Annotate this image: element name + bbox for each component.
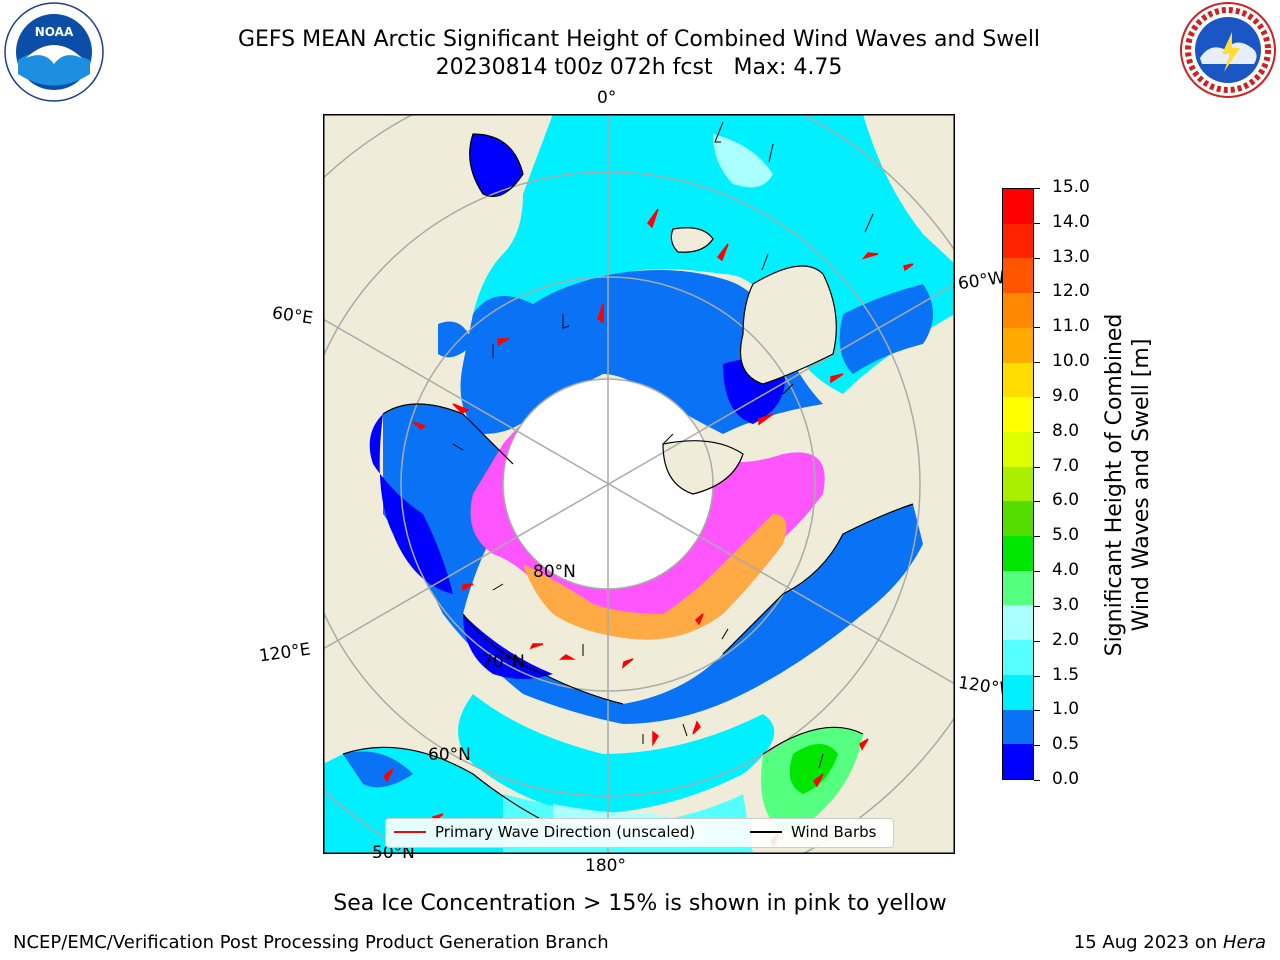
colorbar-tick-mark — [1034, 501, 1040, 503]
colorbar-tick-label: 10.0 — [1052, 351, 1090, 372]
colorbar-tick-mark — [1034, 640, 1040, 642]
footer-date: 15 Aug 2023 on Hera — [1074, 932, 1266, 953]
colorbar-segment — [1003, 500, 1033, 537]
colorbar-segment — [1003, 257, 1033, 294]
coastlines — [342, 133, 914, 835]
colorbar-segment — [1003, 188, 1033, 224]
polar-map-svg — [323, 114, 955, 854]
colorbar-tick-label: 1.0 — [1052, 699, 1080, 720]
colorbar-tick-label: 7.0 — [1052, 455, 1080, 476]
colorbar-segment — [1003, 431, 1033, 467]
colorbar-segment — [1003, 674, 1033, 710]
lon-label-60w: 60°W — [956, 267, 1007, 295]
sea-ice-note: Sea Ice Concentration > 15% is shown in … — [333, 891, 947, 916]
colorbar-segment — [1003, 327, 1033, 363]
colorbar-tick-mark — [1034, 431, 1040, 433]
polar-map — [323, 114, 955, 854]
colorbar-segment — [1003, 743, 1033, 779]
colorbar-label-line1: Significant Height of Combined — [1102, 313, 1127, 657]
colorbar-tick-label: 2.0 — [1052, 629, 1080, 650]
colorbar-label-line2: Wind Waves and Swell [m] — [1129, 338, 1154, 632]
colorbar-tick-label: 12.0 — [1052, 281, 1090, 302]
colorbar-tick-mark — [1034, 466, 1040, 468]
graticule — [323, 114, 955, 854]
colorbar-tick-mark — [1034, 571, 1040, 573]
colorbar-tick-label: 11.0 — [1052, 316, 1090, 337]
map-legend: Primary Wave Direction (unscaled) Wind B… — [385, 818, 894, 848]
lat-label-70n: 70°N — [482, 652, 525, 672]
colorbar-tick-label: 14.0 — [1052, 211, 1090, 232]
legend-black-line — [750, 831, 782, 833]
colorbar-segment — [1003, 362, 1033, 398]
noaa-logo-text: NOAA — [35, 25, 74, 39]
colorbar-tick-label: 15.0 — [1052, 177, 1090, 197]
colorbar-tick-mark — [1034, 257, 1040, 259]
legend-red-line — [394, 831, 426, 833]
colorbar-tick-label: 5.0 — [1052, 525, 1080, 546]
colorbar-tick-mark — [1034, 780, 1040, 781]
colorbar-tick-mark — [1034, 605, 1040, 607]
colorbar-segment — [1003, 639, 1033, 675]
colorbar-tick-mark — [1034, 188, 1040, 189]
nws-logo — [1180, 2, 1276, 98]
colorbar-tick-label: 13.0 — [1052, 246, 1090, 267]
colorbar-segment — [1003, 466, 1033, 502]
colorbar-tick-label: 8.0 — [1052, 420, 1080, 441]
lon-label-120e: 120°E — [257, 639, 312, 667]
colorbar-tick-mark — [1034, 222, 1040, 224]
colorbar-segment — [1003, 396, 1033, 432]
legend-item-primary-wave: Primary Wave Direction (unscaled) — [394, 823, 695, 841]
legend-primary-wave-label: Primary Wave Direction (unscaled) — [435, 823, 696, 841]
colorbar-tick-label: 3.0 — [1052, 594, 1080, 615]
lat-label-80n: 80°N — [533, 562, 576, 582]
footer-date-text: 15 Aug 2023 on — [1073, 932, 1223, 953]
colorbar-segment — [1003, 292, 1033, 328]
colorbar-tick-label: 0.0 — [1052, 769, 1080, 789]
colorbar-tick-mark — [1034, 675, 1040, 677]
noaa-logo: NOAA — [4, 2, 104, 102]
lat-label-60n: 60°N — [428, 745, 471, 765]
footer-credit: NCEP/EMC/Verification Post Processing Pr… — [13, 932, 609, 953]
colorbar-tick-label: 0.5 — [1052, 734, 1080, 755]
colorbar-tick-mark — [1034, 710, 1040, 712]
chart-title: GEFS MEAN Arctic Significant Height of C… — [237, 27, 1041, 52]
colorbar-segment — [1003, 535, 1033, 571]
chart-subtitle: 20230814 t00z 072h fcst Max: 4.75 — [435, 55, 843, 80]
colorbar — [1002, 188, 1034, 780]
colorbar-tick-label: 9.0 — [1052, 385, 1080, 406]
colorbar-segment — [1003, 570, 1033, 606]
colorbar-segment — [1003, 223, 1033, 259]
colorbar-tick-mark — [1034, 362, 1040, 364]
legend-item-wind-barbs: Wind Barbs — [750, 823, 876, 841]
colorbar-tick-label: 1.5 — [1052, 664, 1080, 685]
colorbar-tick-mark — [1034, 327, 1040, 329]
colorbar-segment — [1003, 709, 1033, 745]
lon-label-60e: 60°E — [270, 303, 315, 329]
colorbar-tick-mark — [1034, 745, 1040, 747]
colorbar-tick-label: 6.0 — [1052, 490, 1080, 511]
legend-wind-barbs-label: Wind Barbs — [791, 823, 877, 841]
colorbar-tick-label: 4.0 — [1052, 560, 1080, 581]
colorbar-ticks: 0.0 0.5 1.0 1.5 2.0 3.0 4.0 5.0 6.0 7.0 8.0 9.0 10.0… — [1034, 177, 1114, 789]
footer-host: Hera — [1222, 932, 1266, 953]
colorbar-segment — [1003, 604, 1033, 641]
wind-barbs — [452, 121, 874, 769]
lon-label-180: 180° — [585, 856, 626, 876]
colorbar-tick-mark — [1034, 396, 1040, 398]
colorbar-label: Significant Height of Combined Wind Wave… — [1101, 314, 1155, 657]
colorbar-tick-mark — [1034, 536, 1040, 538]
lat-label-50n: 50°N — [372, 843, 415, 863]
colorbar-tick-mark — [1034, 292, 1040, 294]
lon-label-0: 0° — [597, 88, 617, 108]
